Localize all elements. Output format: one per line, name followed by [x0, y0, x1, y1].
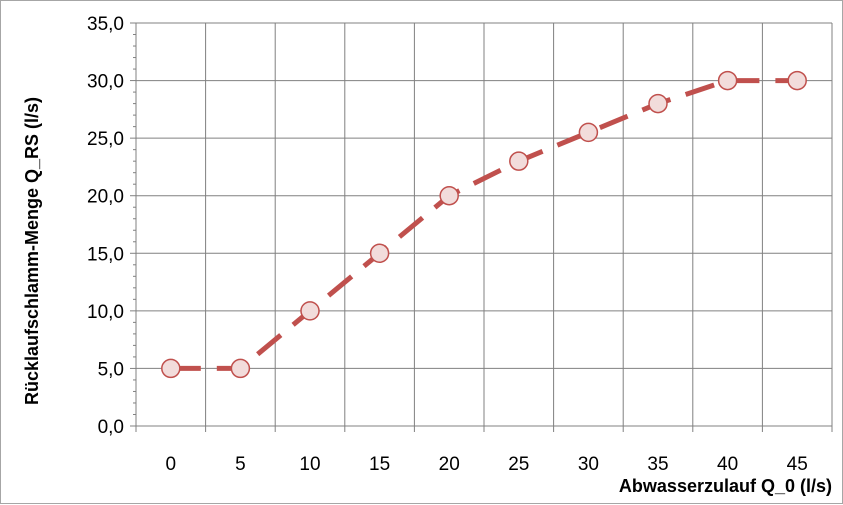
axes	[130, 22, 833, 432]
x-tick-labels: 0 5 10 15 20 25 30 35 40 45	[166, 454, 808, 475]
y-tick-label: 10,0	[87, 302, 124, 323]
x-tick-label: 40	[717, 454, 738, 475]
x-tick-label: 30	[578, 454, 599, 475]
y-tick-labels: 0,0 5,0 10,0 15,0 20,0 25,0 30,0 35,0	[87, 14, 124, 438]
data-point-marker	[717, 70, 738, 91]
data-point-marker	[439, 185, 459, 206]
data-point-marker	[648, 93, 668, 114]
series-line	[170, 78, 798, 371]
gridlines	[136, 22, 833, 426]
data-point-marker	[578, 122, 599, 143]
y-axis-title: Rücklaufschlamm-Menge Q_RS (l/s)	[22, 97, 42, 405]
y-tick-label: 0,0	[98, 417, 124, 438]
data-point-marker	[230, 358, 251, 379]
y-tick-label: 30,0	[87, 72, 124, 93]
y-tick-label: 25,0	[87, 129, 124, 150]
x-tick-label: 10	[299, 454, 320, 475]
y-tick-label: 20,0	[87, 187, 124, 208]
data-markers	[161, 70, 807, 379]
x-tick-label: 0	[166, 454, 177, 475]
data-point-marker	[161, 358, 181, 379]
y-tick-label: 15,0	[87, 244, 124, 265]
series-line-path	[170, 78, 798, 371]
data-point-marker	[509, 151, 529, 171]
x-tick-label: 35	[647, 454, 668, 475]
y-tick-label: 35,0	[87, 14, 124, 35]
data-point-marker	[300, 301, 320, 321]
data-point-marker	[369, 243, 390, 264]
x-tick-label: 25	[508, 454, 529, 475]
x-tick-label: 45	[787, 454, 808, 475]
x-tick-label: 15	[369, 454, 390, 475]
x-tick-label: 20	[439, 454, 460, 475]
data-point-marker	[787, 70, 807, 91]
y-tick-label: 5,0	[98, 359, 124, 380]
x-tick-label: 5	[235, 454, 246, 475]
x-axis-title: Abwasserzulauf Q_0 (l/s)	[619, 476, 832, 496]
